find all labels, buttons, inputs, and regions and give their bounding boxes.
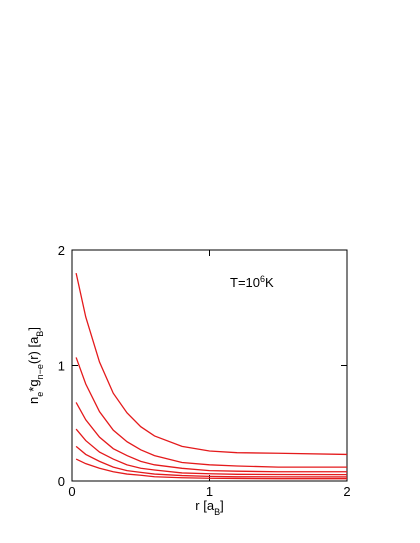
y-axis-label-part: n xyxy=(26,397,41,404)
y-axis-label-part: B xyxy=(35,331,45,337)
x-tick-label: 2 xyxy=(343,484,350,499)
y-axis-label-part: *g xyxy=(26,379,41,391)
y-tick-label: 2 xyxy=(58,243,65,258)
y-tick-label: 0 xyxy=(58,474,65,489)
x-tick-label: 1 xyxy=(206,484,213,499)
x-axis-label: r [aB] xyxy=(195,498,223,517)
y-tick-label: 1 xyxy=(58,359,65,374)
y-axis-label-part: n−e xyxy=(35,364,45,379)
annotation-part: 6 xyxy=(260,274,265,284)
series-line xyxy=(75,272,348,456)
series-line xyxy=(75,428,348,476)
y-axis-label: ne*gn−e(r) [aB] xyxy=(26,327,45,404)
series-line xyxy=(75,445,348,478)
annotation-part: K xyxy=(265,275,274,290)
y-axis-label-part: (r) [a xyxy=(26,336,41,364)
x-axis-label-part: B xyxy=(214,507,220,517)
annotation: T=106K xyxy=(230,274,274,290)
y-axis-label-part: e xyxy=(35,392,45,397)
series-line xyxy=(75,402,347,473)
series-line xyxy=(75,458,347,480)
annotation-part: T=10 xyxy=(230,275,260,290)
x-tick-label: 0 xyxy=(68,484,75,499)
x-axis-label-part: ] xyxy=(220,498,224,513)
y-axis-label-part: ] xyxy=(26,327,41,331)
plot-frame xyxy=(71,249,348,482)
series-line xyxy=(75,357,347,468)
x-axis-label-part: r [a xyxy=(195,498,215,513)
